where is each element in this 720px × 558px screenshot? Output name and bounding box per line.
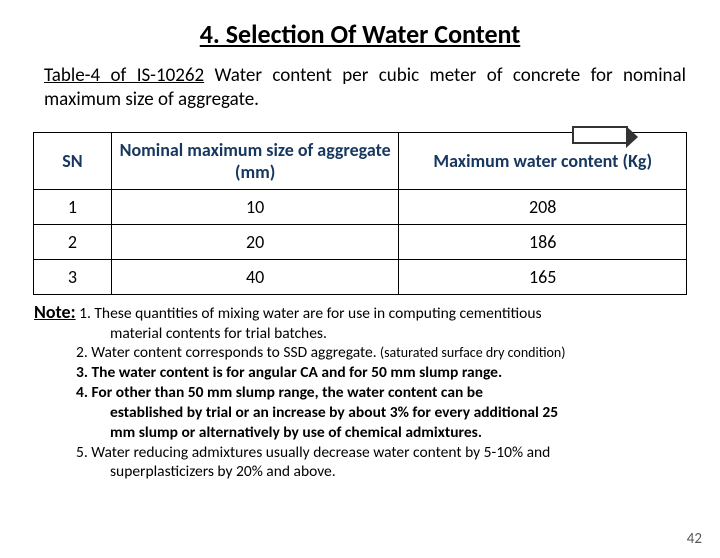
note-5: 5. Water reducing admixtures usually dec… [92, 443, 686, 463]
cell-sn: 2 [34, 224, 112, 259]
cell-water: 208 [399, 189, 687, 224]
note-4: 4. For other than 50 mm slump range, the… [92, 383, 686, 403]
note-1-cont: material contents for trial batches. [110, 324, 686, 344]
cell-sn: 3 [34, 259, 112, 294]
header-aggregate-size: Nominal maximum size of aggregate (mm) [111, 132, 399, 189]
table-row: 3 40 165 [34, 259, 687, 294]
arrow-icon [572, 126, 628, 144]
header-sn: SN [34, 132, 112, 189]
table-reference: Table-4 of IS-10262 [44, 64, 204, 87]
note-2: 2. Water content corresponds to SSD aggr… [92, 343, 686, 363]
note-5-cont: superplasticizers by 20% and above. [110, 462, 686, 482]
note-2-text: 2. Water content corresponds to SSD aggr… [76, 343, 377, 362]
intro-paragraph: Table-4 of IS-10262 Water content per cu… [44, 64, 686, 112]
water-content-table: SN Nominal maximum size of aggregate (mm… [33, 132, 687, 295]
slide-number: 42 [687, 530, 702, 548]
notes-block: Note: 1. These quantities of mixing wate… [34, 301, 686, 483]
cell-aggregate: 20 [111, 224, 399, 259]
cell-sn: 1 [34, 189, 112, 224]
note-label: Note: [34, 301, 76, 323]
note-4-cont-a: established by trial or an increase by a… [110, 403, 686, 423]
note-2-small: (saturated surface dry condition) [377, 344, 566, 361]
table-row: 1 10 208 [34, 189, 687, 224]
slide-title: 4. Selection Of Water Content [0, 18, 720, 50]
note-4-cont-b: mm slump or alternatively by use of chem… [110, 423, 686, 443]
table-row: 2 20 186 [34, 224, 687, 259]
cell-water: 186 [399, 224, 687, 259]
header-water-content: Maximum water content (Kg) [399, 132, 687, 189]
note-1: 1. These quantities of mixing water are … [79, 304, 541, 323]
cell-water: 165 [399, 259, 687, 294]
arrow-shape [572, 126, 628, 149]
cell-aggregate: 10 [111, 189, 399, 224]
cell-aggregate: 40 [111, 259, 399, 294]
note-3: 3. The water content is for angular CA a… [92, 363, 686, 383]
